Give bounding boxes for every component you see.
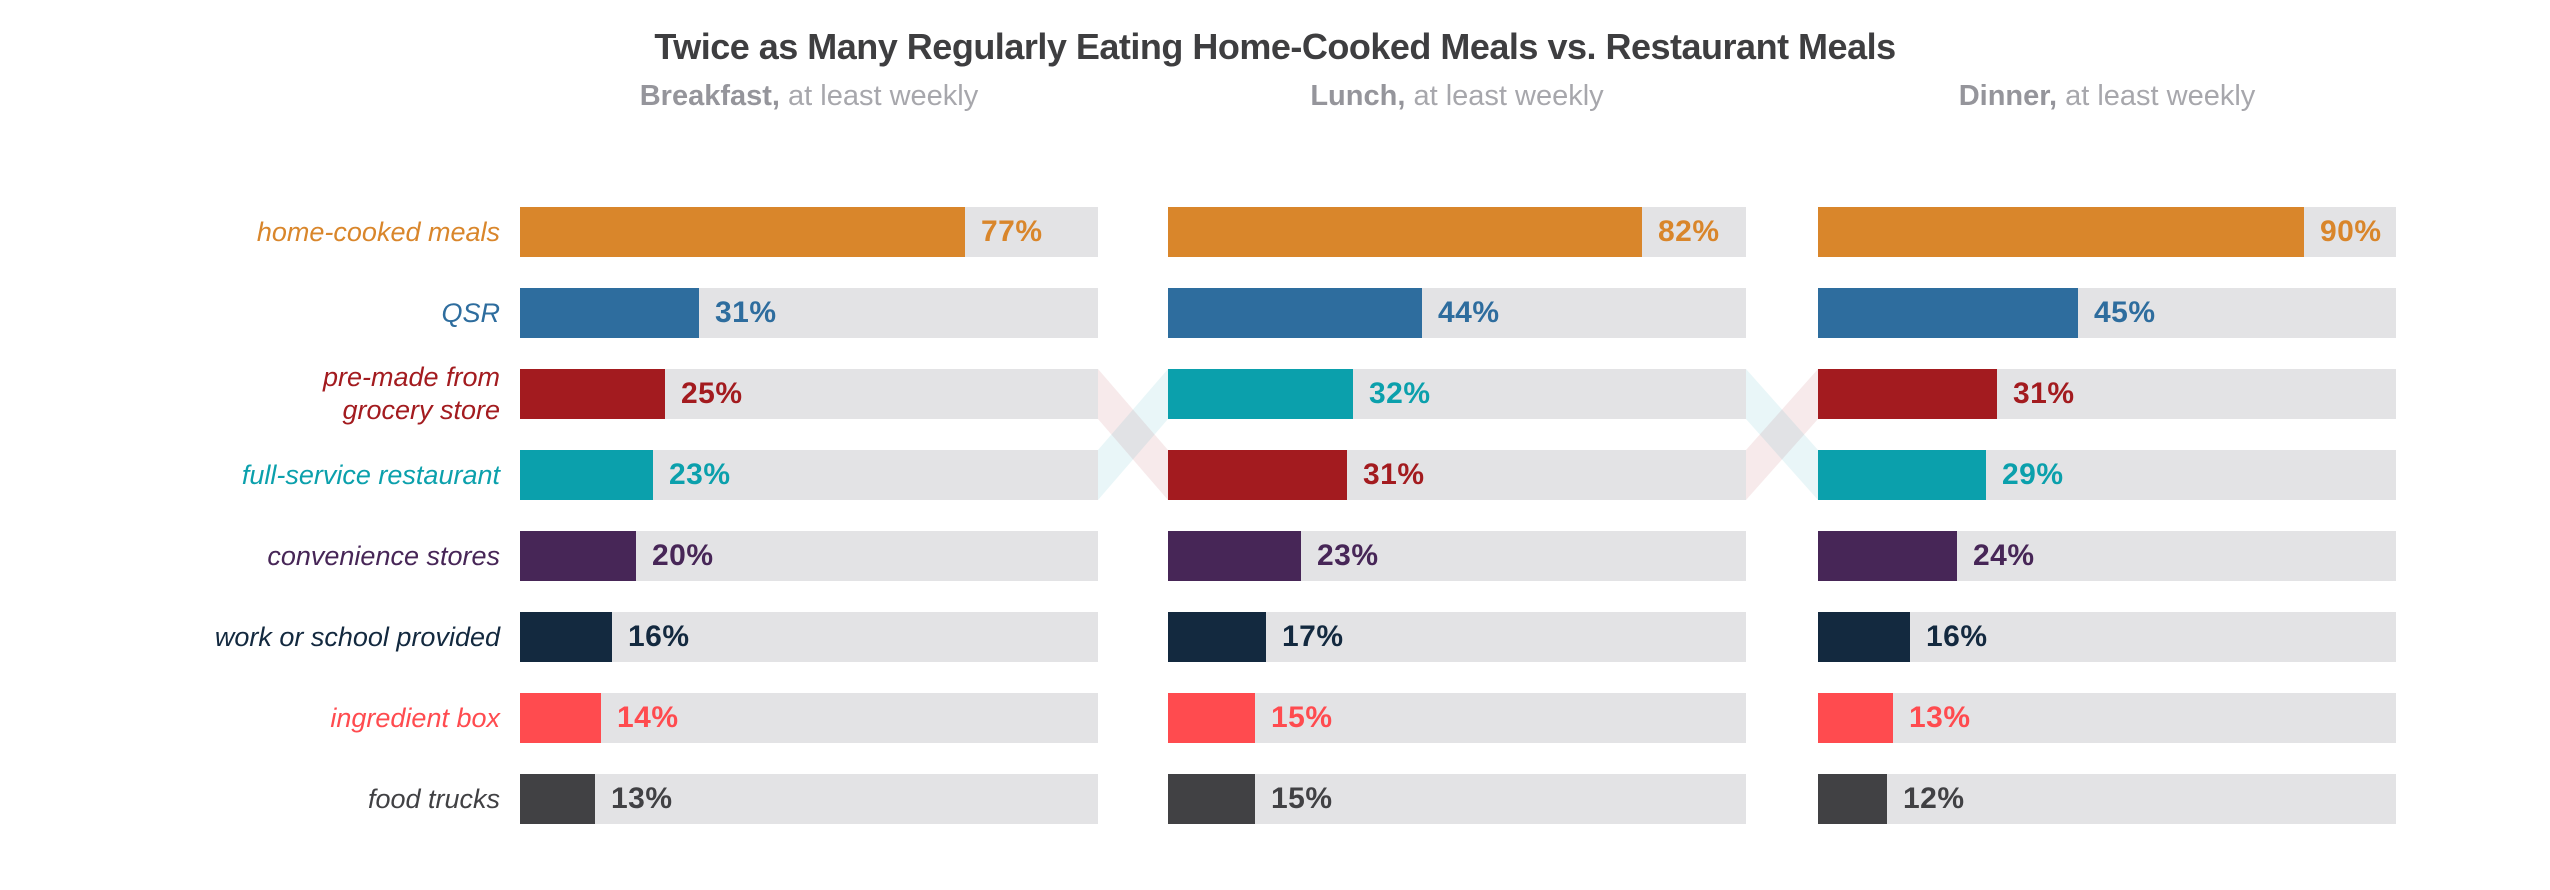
bar-fill — [1168, 207, 1642, 257]
bar-fill — [1168, 288, 1422, 338]
crossover-ribbon — [1746, 369, 1818, 500]
bar-track: 82% — [1168, 207, 1746, 257]
bar-track: 77% — [520, 207, 1098, 257]
bar-value: 16% — [1926, 620, 1988, 653]
bar-track: 32% — [1168, 369, 1746, 419]
bar-track: 23% — [1168, 531, 1746, 581]
bar-track: 45% — [1818, 288, 2396, 338]
bar-fill — [520, 693, 601, 743]
bar-fill — [1818, 774, 1887, 824]
column-header: Breakfast, at least weekly — [639, 80, 979, 112]
bar-value: 24% — [1973, 539, 2035, 572]
bar-track: 17% — [1168, 612, 1746, 662]
bar-value: 14% — [617, 701, 679, 734]
bar-fill — [1168, 693, 1255, 743]
bar-fill — [1818, 531, 1957, 581]
row-label: pre-made from grocery store — [322, 362, 500, 425]
bar-track: 13% — [520, 774, 1098, 824]
bar-fill — [1168, 774, 1255, 824]
crossover-ribbon — [1098, 369, 1168, 500]
bar-track: 31% — [1818, 369, 2396, 419]
bar-track: 14% — [520, 693, 1098, 743]
bar-fill — [1818, 288, 2078, 338]
bar-fill — [1818, 693, 1893, 743]
bar-fill — [520, 369, 665, 419]
bar-track: 24% — [1818, 531, 2396, 581]
bar-fill — [520, 288, 699, 338]
bar-fill — [1168, 531, 1301, 581]
bar-track: 31% — [1168, 450, 1746, 500]
bar-value: 77% — [981, 215, 1043, 248]
bar-fill — [520, 531, 636, 581]
bar-track: 44% — [1168, 288, 1746, 338]
column-header-meal: Breakfast, — [639, 80, 780, 112]
row-label: full-service restaurant — [241, 459, 500, 490]
row-label: work or school provided — [214, 621, 500, 652]
bar-fill — [520, 612, 612, 662]
bar-fill — [520, 774, 595, 824]
bar-track: 25% — [520, 369, 1098, 419]
bar-track: 31% — [520, 288, 1098, 338]
bar-track: 29% — [1818, 450, 2396, 500]
bar-value: 90% — [2320, 215, 2382, 248]
bar-value: 32% — [1369, 377, 1431, 410]
bar-track: 16% — [1818, 612, 2396, 662]
row-label: ingredient box — [330, 702, 500, 733]
bar-track: 90% — [1818, 207, 2396, 257]
chart-title: Twice as Many Regularly Eating Home-Cook… — [654, 26, 1896, 67]
row-label: home-cooked meals — [256, 216, 500, 247]
bar-value: 12% — [1903, 782, 1965, 815]
bar-value: 31% — [715, 296, 777, 329]
bar-fill — [1818, 450, 1986, 500]
bar-track: 12% — [1818, 774, 2396, 824]
row-label: food trucks — [367, 783, 500, 814]
bar-value: 13% — [611, 782, 673, 815]
row-label: QSR — [441, 297, 500, 328]
bar-track: 13% — [1818, 693, 2396, 743]
bar-fill — [1818, 369, 1997, 419]
bar-track: 16% — [520, 612, 1098, 662]
bar-value: 45% — [2094, 296, 2156, 329]
bar-track: 15% — [1168, 693, 1746, 743]
bar-fill — [1168, 369, 1353, 419]
bar-fill — [520, 207, 965, 257]
column-header: Lunch, at least weekly — [1310, 80, 1604, 112]
bar-fill — [1168, 612, 1266, 662]
bar-value: 31% — [2013, 377, 2075, 410]
bar-track: 23% — [520, 450, 1098, 500]
bar-value: 13% — [1909, 701, 1971, 734]
column-header-meal: Dinner, — [1958, 80, 2058, 112]
bar-value: 23% — [669, 458, 731, 491]
bar-value: 15% — [1271, 701, 1333, 734]
bar-value: 44% — [1438, 296, 1500, 329]
crossover-ribbon — [1746, 369, 1818, 500]
bar-fill — [520, 450, 653, 500]
bar-track: 20% — [520, 531, 1098, 581]
bar-value: 17% — [1282, 620, 1344, 653]
crossover-ribbon — [1098, 369, 1168, 500]
bar-value: 25% — [681, 377, 743, 410]
bar-value: 16% — [628, 620, 690, 653]
column-header-meal: Lunch, — [1310, 80, 1406, 112]
bar-value: 31% — [1363, 458, 1425, 491]
bar-value: 23% — [1317, 539, 1379, 572]
bar-fill — [1168, 450, 1347, 500]
column-header: Dinner, at least weekly — [1958, 80, 2256, 112]
bar-value: 29% — [2002, 458, 2064, 491]
row-label: convenience stores — [267, 540, 500, 571]
bar-value: 82% — [1658, 215, 1720, 248]
bar-fill — [1818, 207, 2304, 257]
bar-fill — [1818, 612, 1910, 662]
bar-track: 15% — [1168, 774, 1746, 824]
bar-value: 15% — [1271, 782, 1333, 815]
bar-value: 20% — [652, 539, 714, 572]
